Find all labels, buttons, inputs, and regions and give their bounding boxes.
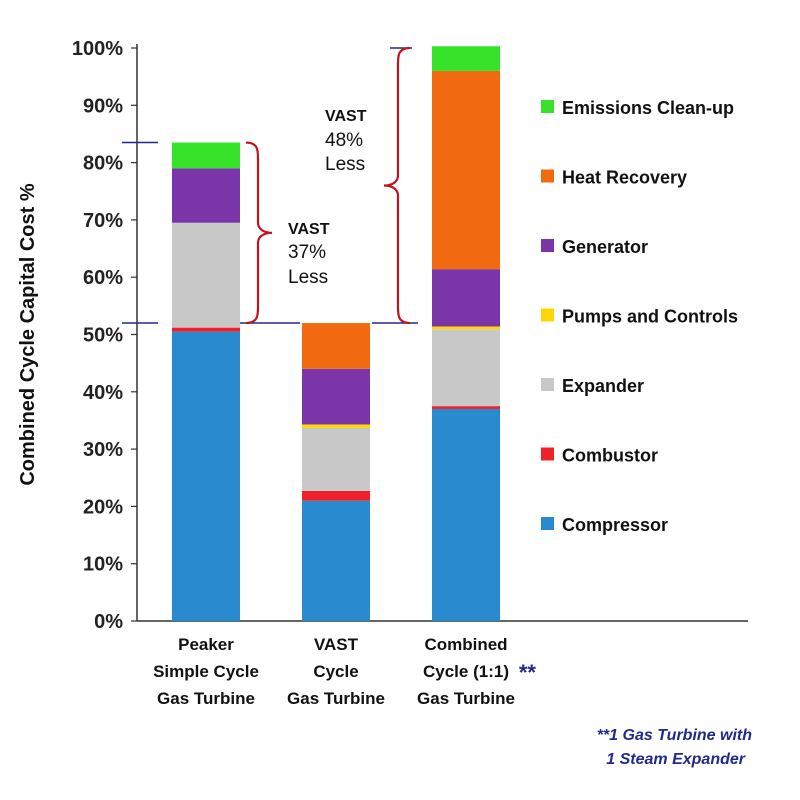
annotation-2-label: VAST (325, 108, 367, 125)
y-tick-label: 50% (83, 325, 123, 347)
footnote: **1 Gas Turbine with 1 Steam Expander (597, 727, 753, 768)
annotation-2-label: Less (325, 154, 365, 175)
bar-segment-emissions-clean-up (172, 142, 240, 169)
legend-swatch (541, 169, 554, 183)
axes: 0% 10% 20% 30% 40% 50% 60% 70% 80% 90% 100% Combine… (17, 38, 748, 633)
y-tick-label: 70% (83, 210, 123, 232)
bar-segment-expander (432, 329, 500, 407)
legend-label: Pumps and Controls (562, 307, 738, 327)
y-tick-label: 20% (83, 496, 123, 518)
legend-swatch (541, 517, 554, 530)
category-labels: Peaker Simple Cycle Gas Turbine VAST Cycle Ga… (153, 635, 536, 708)
y-axis-title: Combined Cycle Capital Cost % (17, 183, 39, 485)
annotation-1-label: Less (288, 267, 328, 288)
bar-segment-compressor (432, 408, 500, 621)
bar-segment-combustor (432, 406, 500, 409)
category-footnote-marker: ** (518, 660, 537, 685)
category-label: Gas Turbine (157, 689, 255, 708)
footnote-line: **1 Gas Turbine with (597, 727, 753, 744)
category-label: Gas Turbine (287, 689, 385, 708)
legend-label: Emissions Clean-up (562, 98, 734, 118)
y-tick-label: 0% (94, 611, 123, 633)
y-tick-label: 60% (83, 267, 123, 289)
category-label: Cycle (313, 662, 358, 681)
category-label: Peaker (178, 635, 234, 654)
legend-swatch (541, 447, 554, 461)
bar-segment-compressor (302, 500, 370, 621)
bars (172, 46, 500, 621)
legend-swatch (541, 239, 554, 252)
bar-segment-combustor (302, 490, 370, 501)
legend-label: Combustor (562, 446, 658, 466)
bar-segment-generator (432, 269, 500, 327)
legend-label: Generator (562, 237, 648, 257)
category-label: Combined (424, 635, 507, 654)
category-label: Cycle (1:1) (423, 662, 509, 681)
brace-vast-vs-combined (383, 46, 411, 325)
bar-segment-compressor (172, 331, 240, 621)
legend-swatch (541, 100, 554, 113)
legend-swatch (541, 308, 554, 322)
y-tick-label: 100% (72, 38, 123, 60)
annotation-1-value: 37% (288, 242, 326, 263)
category-label: VAST (314, 635, 359, 654)
bar-segment-expander (302, 427, 370, 491)
bar-segment-pumps-and-controls (432, 326, 500, 330)
annotations: VAST 37% Less VAST 48% Less (122, 46, 418, 325)
bar-segment-expander (172, 222, 240, 328)
brace-vast-vs-peaker (245, 141, 273, 325)
y-tick-label: 40% (83, 382, 123, 404)
category-label: Gas Turbine (417, 689, 515, 708)
legend-label: Compressor (562, 515, 668, 535)
bar-segment-pumps-and-controls (302, 424, 370, 428)
bar-segment-generator (302, 368, 370, 425)
legend-swatch (541, 378, 554, 391)
legend: Emissions Clean-up Heat Recovery Generator… (541, 98, 738, 535)
bar-segment-combustor (172, 327, 240, 332)
footnote-line: 1 Steam Expander (606, 751, 746, 768)
y-tick-label: 80% (83, 153, 123, 175)
bar-segment-emissions-clean-up (432, 46, 500, 71)
category-label: Simple Cycle (153, 662, 259, 681)
bar-segment-heat-recovery (302, 323, 370, 369)
annotation-2-value: 48% (325, 130, 363, 151)
bar-segment-generator (172, 168, 240, 223)
annotation-1-label: VAST (288, 221, 330, 238)
bar-segment-heat-recovery (432, 70, 500, 270)
y-tick-label: 90% (83, 95, 123, 117)
y-tick-label: 30% (83, 439, 123, 461)
legend-label: Expander (562, 376, 644, 396)
legend-label: Heat Recovery (562, 168, 687, 188)
y-tick-label: 10% (83, 554, 123, 576)
